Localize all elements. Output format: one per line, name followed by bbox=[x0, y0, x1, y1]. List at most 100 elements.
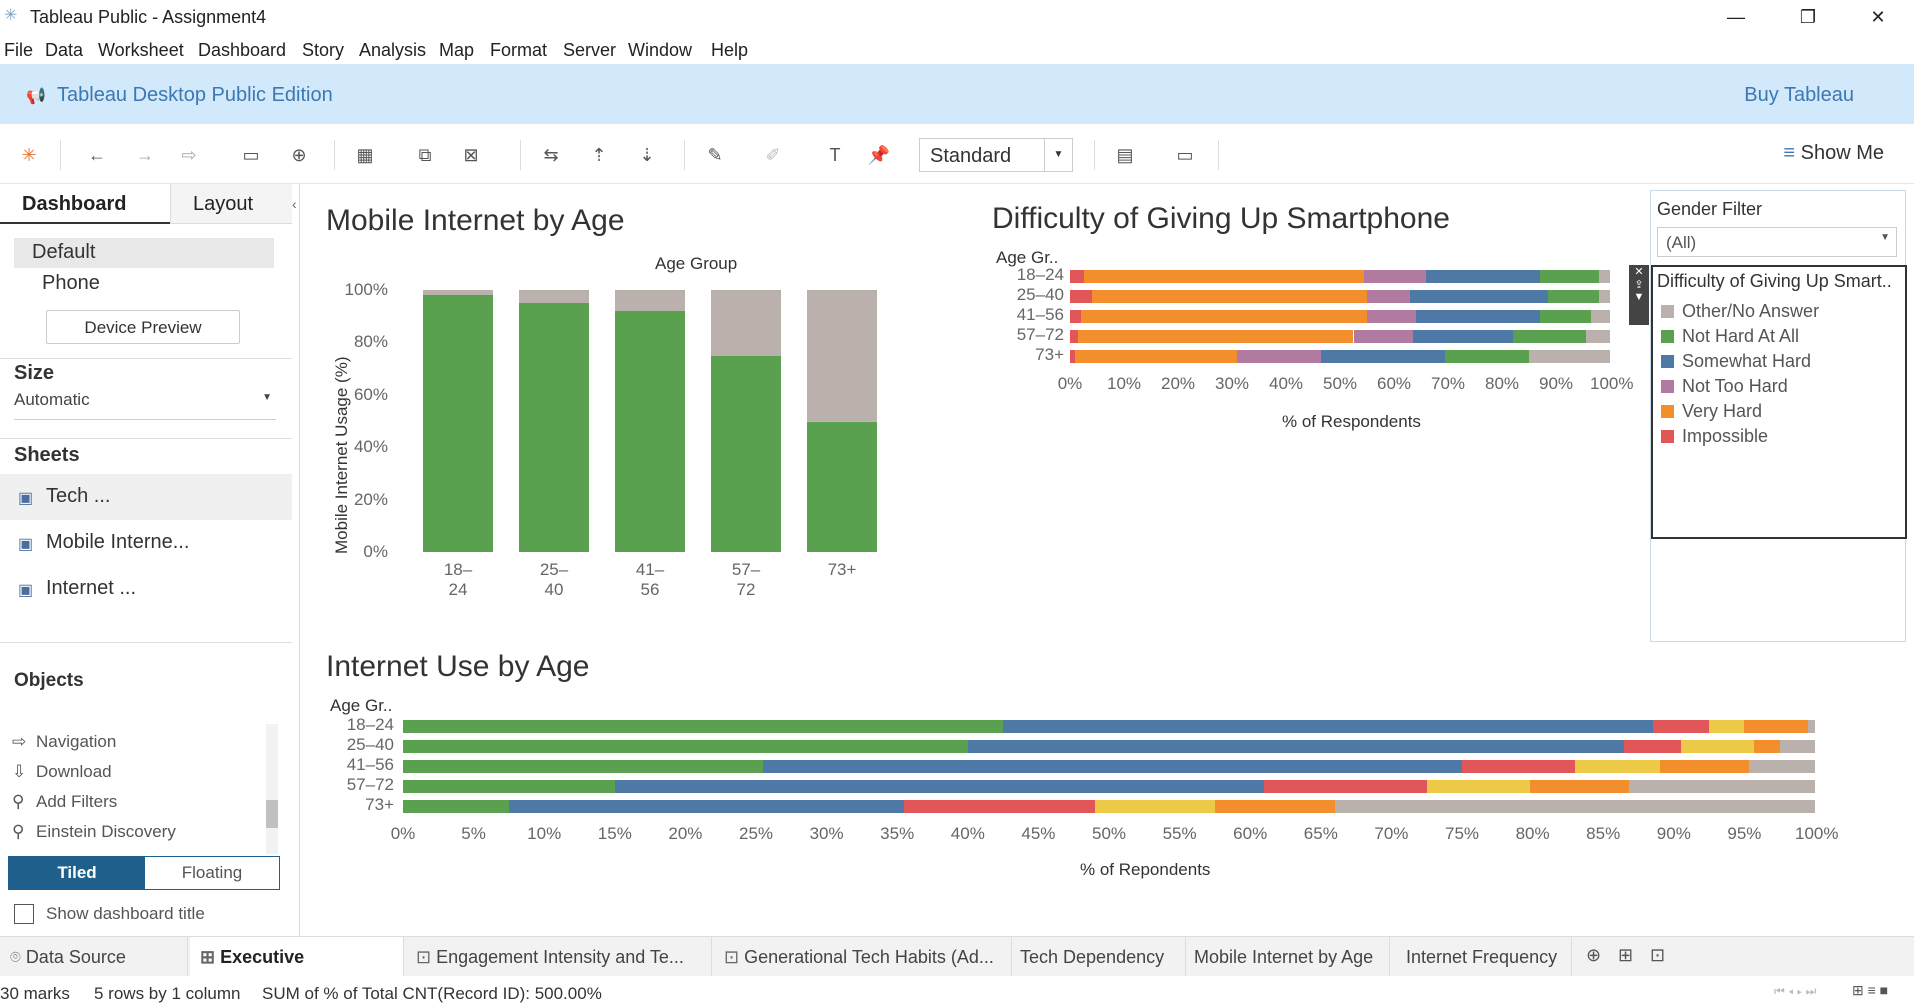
bar-segment bbox=[807, 290, 877, 421]
tiled-button[interactable]: Tiled bbox=[9, 857, 145, 889]
size-value: Automatic bbox=[14, 390, 90, 409]
menu-server[interactable]: Server bbox=[563, 40, 617, 60]
new-datasource-icon[interactable]: ⊕ bbox=[291, 145, 307, 165]
pin-icon[interactable]: 📌 bbox=[867, 145, 891, 165]
objects-scrollbar[interactable] bbox=[266, 724, 278, 854]
x-tick-label: 40% bbox=[950, 824, 985, 843]
sheet-tech[interactable]: ▣ Tech ... bbox=[0, 474, 292, 520]
highlight-icon[interactable]: ✎ bbox=[707, 145, 723, 165]
show-title-checkbox[interactable] bbox=[14, 904, 34, 924]
sheet-label: Mobile Interne... bbox=[46, 531, 190, 553]
bar-segment bbox=[1070, 310, 1081, 323]
legend-swatch bbox=[1661, 380, 1674, 393]
x-tick-label: 30% bbox=[1214, 374, 1250, 393]
object-add-filters[interactable]: ⚲ Add Filters bbox=[12, 792, 117, 812]
object-download[interactable]: ⇩ Download bbox=[12, 762, 112, 782]
device-phone[interactable]: Phone bbox=[42, 272, 100, 294]
bar-segment bbox=[1083, 270, 1365, 283]
object-einstein-discovery[interactable]: ⚲ Einstein Discovery bbox=[12, 822, 176, 842]
new-worksheet-icon[interactable]: ⊕ bbox=[1586, 945, 1602, 965]
swap-icon[interactable]: ⇆ bbox=[543, 145, 559, 165]
collapse-pane-icon[interactable]: ‹ bbox=[292, 196, 297, 212]
edition-label: Tableau Desktop Public Edition bbox=[57, 84, 333, 106]
tab-layout[interactable]: Layout bbox=[170, 184, 292, 224]
page-nav-icon[interactable]: ⏮ ◂ ▸ ⏭ bbox=[1774, 984, 1817, 998]
object-navigation[interactable]: ⇨ Navigation bbox=[12, 732, 116, 752]
bar-segment bbox=[1529, 350, 1610, 363]
device-preview-button[interactable]: Device Preview bbox=[46, 310, 240, 344]
presentation-mode-icon[interactable]: ▭ bbox=[1176, 145, 1194, 165]
menu-help[interactable]: Help bbox=[711, 40, 749, 60]
x-tick-label: 70% bbox=[1430, 374, 1466, 393]
y-tick-label: 73+ bbox=[365, 795, 394, 814]
tab-data-source[interactable]: ⌾ Data Source bbox=[0, 937, 188, 977]
label-icon[interactable]: T bbox=[829, 145, 841, 165]
toolbar: ✳ ← → ⇨ ▭ ⊕ ▦ ⧉ ⊠ ⇆ ⇡ ⇣ ✎ ✐ T 📌 Standard… bbox=[0, 124, 1914, 184]
show-cards-icon[interactable]: ▤ bbox=[1116, 145, 1134, 165]
gender-filter-dropdown[interactable]: (All) ▼ bbox=[1657, 227, 1897, 257]
replay-icon[interactable]: ⇨ bbox=[181, 145, 197, 165]
redo-icon[interactable]: → bbox=[136, 145, 154, 165]
sheet-mobile-internet[interactable]: ▣ Mobile Interne... bbox=[0, 520, 292, 566]
sort-ascending-icon[interactable]: ⇡ bbox=[591, 145, 607, 165]
tab-engagement[interactable]: ⊡ Engagement Intensity and Te... bbox=[406, 937, 712, 977]
clear-sheet-icon[interactable]: ⊠ bbox=[463, 145, 479, 165]
internet-use-plot bbox=[403, 720, 1815, 820]
size-dropdown[interactable]: Automatic ▼ bbox=[14, 390, 276, 420]
new-worksheet-icon[interactable]: ▦ bbox=[356, 145, 374, 165]
bar-segment bbox=[1744, 720, 1808, 733]
dashboard-icon: ⊞ bbox=[200, 947, 221, 967]
attach-icon[interactable]: ✐ bbox=[765, 145, 781, 165]
y-tick-label: 0% bbox=[363, 542, 388, 561]
datasource-icon: ⌾ bbox=[10, 947, 26, 967]
close-button[interactable]: ✕ bbox=[1870, 7, 1886, 27]
device-default[interactable]: Default bbox=[14, 238, 274, 268]
object-label: Einstein Discovery bbox=[36, 822, 176, 841]
tab-generational[interactable]: ⊡ Generational Tech Habits (Ad... bbox=[714, 937, 1012, 977]
bar-segment bbox=[1591, 310, 1610, 323]
bar-segment bbox=[614, 780, 1265, 793]
grid-view-icon[interactable]: ⊞ ≡ ■ bbox=[1852, 982, 1889, 998]
menu-window[interactable]: Window bbox=[628, 40, 693, 60]
new-dashboard-icon[interactable]: ⊞ bbox=[1618, 945, 1634, 965]
buy-tableau-link[interactable]: Buy Tableau bbox=[1744, 84, 1854, 106]
restore-button[interactable]: ❐ bbox=[1799, 7, 1817, 27]
menu-dashboard[interactable]: Dashboard bbox=[198, 40, 287, 60]
menu-format[interactable]: Format bbox=[490, 40, 548, 60]
object-label: Add Filters bbox=[36, 792, 118, 811]
tab-label: Generational Tech Habits (Ad... bbox=[744, 947, 994, 967]
tab-internet-frequency[interactable]: Internet Frequency bbox=[1396, 937, 1572, 977]
sheet-internet[interactable]: ▣ Internet ... bbox=[0, 566, 292, 612]
bar-segment bbox=[423, 290, 493, 296]
duplicate-icon[interactable]: ⧉ bbox=[418, 145, 432, 165]
pin-icon[interactable]: ⇪ bbox=[1634, 279, 1644, 291]
tableau-logo-icon: ✳ bbox=[4, 7, 18, 24]
menu-map[interactable]: Map bbox=[439, 40, 475, 60]
undo-icon[interactable]: ← bbox=[88, 145, 106, 165]
show-me-button[interactable]: ≡ Show Me bbox=[1783, 142, 1884, 165]
minimize-button[interactable]: — bbox=[1727, 7, 1745, 27]
save-icon[interactable]: ▭ bbox=[242, 145, 260, 165]
tab-tech-dependency[interactable]: Tech Dependency bbox=[1010, 937, 1186, 977]
tab-executive-dashboard[interactable]: ⊞ Executive Dashboard bbox=[190, 937, 404, 1007]
menu-data[interactable]: Data bbox=[45, 40, 84, 60]
bar-segment bbox=[807, 421, 877, 423]
menu-file[interactable]: File bbox=[4, 40, 34, 60]
tableau-home-icon[interactable]: ✳ bbox=[21, 145, 37, 165]
bar-segment bbox=[1585, 330, 1610, 343]
menu-worksheet[interactable]: Worksheet bbox=[98, 40, 184, 60]
floating-button[interactable]: Floating bbox=[181, 863, 243, 882]
menu-story[interactable]: Story bbox=[302, 40, 345, 60]
new-story-icon[interactable]: ⊡ bbox=[1650, 945, 1666, 965]
menu-analysis[interactable]: Analysis bbox=[359, 40, 427, 60]
scrollbar-thumb[interactable] bbox=[266, 800, 278, 828]
x-tick-label: 80% bbox=[1515, 824, 1550, 843]
toolbar-divider bbox=[520, 140, 521, 170]
tab-mobile-internet[interactable]: Mobile Internet by Age bbox=[1184, 937, 1390, 977]
tab-dashboard[interactable]: Dashboard bbox=[0, 184, 170, 224]
chevron-down-icon[interactable]: ▼ bbox=[1633, 291, 1645, 303]
fit-dropdown[interactable]: Standard ▼ bbox=[919, 138, 1073, 172]
sort-descending-icon[interactable]: ⇣ bbox=[639, 145, 655, 165]
close-icon[interactable]: ✕ bbox=[1634, 266, 1644, 278]
